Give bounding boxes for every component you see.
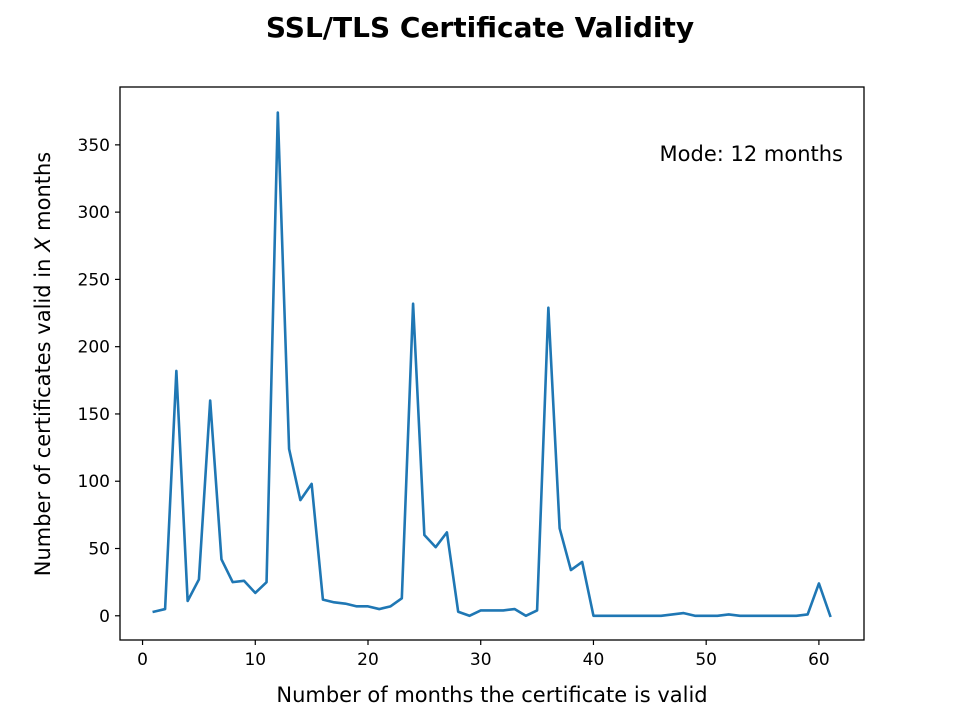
x-tick-label: 50: [695, 650, 717, 670]
y-tick-label: 150: [78, 405, 110, 425]
x-axis-label: Number of months the certificate is vali…: [276, 683, 707, 707]
y-tick-label: 300: [78, 203, 110, 223]
x-tick-label: 60: [808, 650, 830, 670]
chart-title: SSL/TLS Certificate Validity: [266, 11, 694, 44]
y-tick-label: 250: [78, 270, 110, 290]
axes-frame: [119, 86, 865, 641]
y-axis-label-prefix: Number of certificates valid in: [31, 252, 55, 576]
y-axis-label-variable: X: [31, 237, 55, 253]
plot-area: 0 10 20 30 40 50 60 0 50 100 150 200 250 300 350: [78, 86, 865, 670]
y-tick-label: 350: [78, 136, 110, 156]
y-axis-label-suffix: months: [31, 152, 55, 238]
x-tick-label: 0: [137, 650, 148, 670]
x-tick-label: 10: [244, 650, 266, 670]
x-tick-label: 40: [583, 650, 605, 670]
x-tick-label: 20: [357, 650, 379, 670]
y-tick-label: 0: [99, 607, 110, 627]
y-axis-label: Number of certificates valid in X months: [31, 152, 55, 577]
x-tick-label: 30: [470, 650, 492, 670]
y-tick-label: 100: [78, 472, 110, 492]
mode-annotation: Mode: 12 months: [660, 142, 843, 166]
y-tick-label: 200: [78, 338, 110, 358]
series-line: [152, 111, 832, 618]
y-tick-label: 50: [88, 540, 110, 560]
